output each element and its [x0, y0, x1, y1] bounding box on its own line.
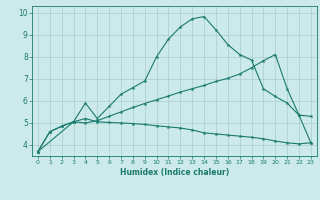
X-axis label: Humidex (Indice chaleur): Humidex (Indice chaleur): [120, 168, 229, 177]
